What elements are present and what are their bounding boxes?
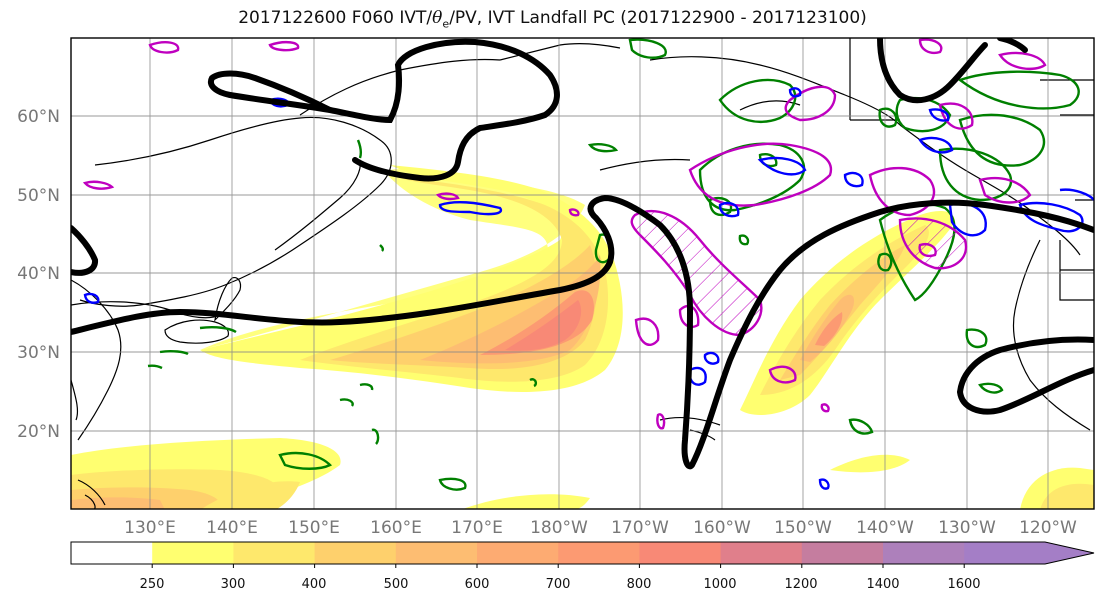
lat-label: 40°N: [17, 264, 60, 284]
colorbar-tick-label: 500: [384, 577, 409, 592]
colorbar-segment: [152, 542, 234, 564]
colorbar-segment: [314, 542, 397, 564]
title-theta-sub: e: [442, 17, 450, 31]
map-frame: [70, 37, 1095, 510]
colorbar-tick-label: 1000: [703, 577, 736, 592]
colorbar-segments: [71, 542, 1094, 564]
lon-label: 150°W: [774, 518, 832, 538]
lon-label: 160°W: [693, 518, 751, 538]
colorbar-segment: [883, 542, 965, 564]
lat-label: 60°N: [17, 107, 60, 127]
ivt-fill: [71, 165, 1094, 509]
lat-label: 30°N: [17, 343, 60, 363]
colorbar-tick-label: 1200: [784, 577, 817, 592]
title-prefix: 2017122600 F060 IVT/: [238, 8, 433, 28]
colorbar-outline: [70, 541, 1095, 565]
lon-label: 140°E: [206, 518, 258, 538]
colorbar-tick-label: 250: [140, 577, 165, 592]
lat-label: 50°N: [17, 186, 60, 206]
colorbar-tick-labels: 250 300 400 500 600 700 800 1000 1200 14…: [140, 577, 981, 592]
lon-label: 150°E: [288, 518, 340, 538]
colorbar-tick-label: 700: [546, 577, 571, 592]
colorbar-segment: [558, 542, 640, 564]
title-suffix: /PV, IVT Landfall PC (2017122900 - 20171…: [449, 8, 867, 28]
latitude-labels: 60°N 50°N 40°N 30°N 20°N: [17, 107, 60, 442]
lon-label: 170°W: [611, 518, 669, 538]
colorbar-segment: [71, 542, 153, 564]
pv-contours: [71, 38, 1094, 470]
colorbar-segment: [233, 542, 316, 564]
lon-label: 170°E: [451, 518, 503, 538]
longitude-labels: 130°E 140°E 150°E 160°E 170°E 180°W 170°…: [124, 518, 1077, 538]
colorbar-tick-label: 600: [465, 577, 490, 592]
colorbar-segment: [801, 542, 884, 564]
lon-label: 140°W: [856, 518, 914, 538]
figure-title: 2017122600 F060 IVT/θe/PV, IVT Landfall …: [0, 8, 1105, 30]
colorbar-tick-label: 1600: [947, 577, 980, 592]
colorbar-segment: [477, 542, 559, 564]
lon-label: 130°E: [124, 518, 176, 538]
lon-label: 160°E: [370, 518, 422, 538]
title-theta: θ: [432, 8, 443, 28]
colorbar-tick-label: 1400: [866, 577, 899, 592]
colorbar-tick-label: 800: [627, 577, 652, 592]
gridlines: [71, 38, 1094, 509]
colorbar-tick-label: 300: [221, 577, 246, 592]
lat-label: 20°N: [17, 422, 60, 442]
map-panel: [71, 38, 1094, 509]
colorbar-segment: [964, 542, 1094, 564]
lon-label: 120°W: [1019, 518, 1077, 538]
colorbar-ticks: [151, 564, 965, 568]
colorbar: 250 300 400 500 600 700 800 1000 1200 14…: [70, 541, 1095, 592]
lon-label: 180°W: [530, 518, 588, 538]
colorbar-segment: [720, 542, 803, 564]
pc-positive-contours: [82, 38, 1047, 430]
colorbar-segment: [639, 542, 722, 564]
lon-label: 130°W: [938, 518, 996, 538]
colorbar-segment: [395, 542, 478, 564]
colorbar-tick-label: 400: [302, 577, 327, 592]
